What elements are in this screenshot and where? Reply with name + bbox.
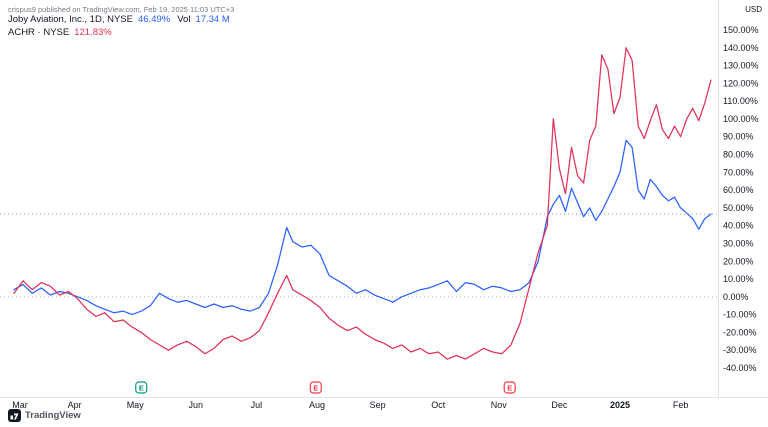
price-scale-currency-label[interactable]: USD: [745, 5, 762, 14]
x-tick-label-Oct: Oct: [431, 400, 446, 410]
y-tick-label-60: 60.00%: [723, 185, 754, 195]
legend-compare-row[interactable]: ACHR · NYSE 121.83%: [8, 27, 230, 40]
volume-label: Vol: [177, 14, 191, 25]
x-tick-label-Apr: Apr: [68, 400, 82, 410]
earnings-marker-box: [309, 381, 322, 394]
x-tick-label-Mar: Mar: [12, 400, 28, 410]
x-tick-label-May: May: [127, 400, 145, 410]
publish-note: crispus9 published on TradingView.com, F…: [8, 5, 235, 14]
chart-legend: Joby Aviation, Inc., 1D, NYSE 46.49% Vol…: [8, 14, 230, 40]
x-tick-label-2025: 2025: [610, 400, 630, 410]
primary-symbol-title: Joby Aviation, Inc., 1D, NYSE: [8, 14, 133, 25]
volume-value: 17.34 M: [195, 14, 230, 25]
y-tick-label-90: 90.00%: [723, 132, 754, 142]
tradingview-logo-icon: [8, 409, 21, 422]
y-tick-label-150: 150.00%: [723, 25, 759, 35]
y-tick-label-120: 120.00%: [723, 78, 759, 88]
y-tick-label--30: -30.00%: [723, 345, 757, 355]
compare-change-value: 121.83%: [74, 27, 112, 38]
achr-series-line: [13, 47, 712, 360]
x-tick-label-Aug: Aug: [309, 400, 325, 410]
earnings-marker-2[interactable]: E: [503, 381, 516, 394]
y-tick-label-0: 0.00%: [723, 292, 749, 302]
y-tick-label-130: 130.00%: [723, 61, 759, 71]
tradingview-logo-text: TradingView: [25, 410, 81, 421]
x-tick-label-Jun: Jun: [189, 400, 204, 410]
y-tick-label-80: 80.00%: [723, 150, 754, 160]
compare-symbol-title: ACHR · NYSE: [8, 27, 70, 38]
y-tick-label-70: 70.00%: [723, 167, 754, 177]
earnings-marker-letter: E: [507, 384, 512, 393]
y-tick-label-50: 50.00%: [723, 203, 754, 213]
legend-primary-row[interactable]: Joby Aviation, Inc., 1D, NYSE 46.49% Vol…: [8, 14, 230, 27]
joby-series-line: [13, 139, 712, 316]
y-tick-label--40: -40.00%: [723, 363, 757, 373]
y-tick-label--20: -20.00%: [723, 327, 757, 337]
y-tick-label-20: 20.00%: [723, 256, 754, 266]
earnings-marker-letter: E: [313, 384, 318, 393]
x-tick-label-Nov: Nov: [491, 400, 508, 410]
y-tick-label--10: -10.00%: [723, 310, 757, 320]
y-tick-label-30: 30.00%: [723, 238, 754, 248]
earnings-marker-0[interactable]: E: [135, 381, 148, 394]
earnings-marker-box: [135, 381, 148, 394]
primary-change-value: 46.49%: [137, 14, 171, 25]
earnings-marker-1[interactable]: E: [309, 381, 322, 394]
x-tick-label-Feb: Feb: [673, 400, 689, 410]
x-tick-label-Dec: Dec: [551, 400, 568, 410]
earnings-marker-box: [503, 381, 516, 394]
earnings-marker-letter: E: [139, 384, 144, 393]
y-tick-label-100: 100.00%: [723, 114, 759, 124]
x-tick-label-Sep: Sep: [370, 400, 386, 410]
x-tick-label-Jul: Jul: [251, 400, 263, 410]
y-tick-label-140: 140.00%: [723, 43, 759, 53]
tradingview-branding[interactable]: TradingView: [8, 409, 81, 422]
y-tick-label-10: 10.00%: [723, 274, 754, 284]
y-tick-label-40: 40.00%: [723, 221, 754, 231]
y-tick-label-110: 110.00%: [723, 96, 758, 106]
